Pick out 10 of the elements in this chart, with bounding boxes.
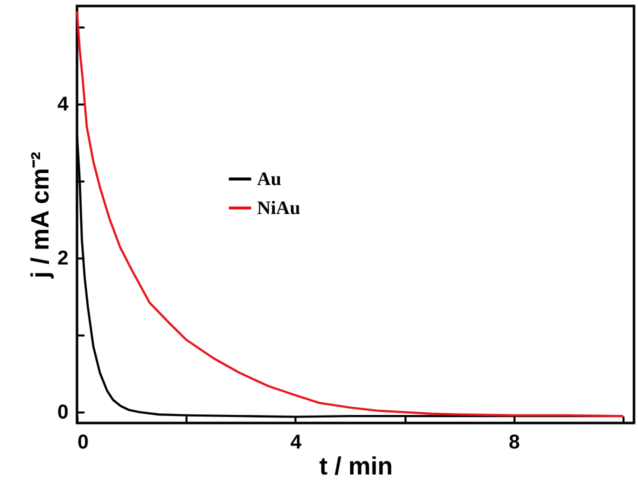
x-tick-label: 0 — [78, 432, 89, 454]
x-axis-title: t / min — [319, 452, 393, 480]
x-tick-label: 8 — [508, 432, 520, 454]
legend-label: Au — [257, 169, 282, 190]
legend-label: NiAu — [257, 198, 301, 219]
y-tick-label: 2 — [57, 248, 68, 270]
y-tick-label: 4 — [57, 93, 70, 116]
x-tick-label: 4 — [290, 432, 302, 454]
y-tick-label: 0 — [57, 402, 68, 424]
y-axis-title: j / mA cm⁻² — [26, 152, 54, 280]
